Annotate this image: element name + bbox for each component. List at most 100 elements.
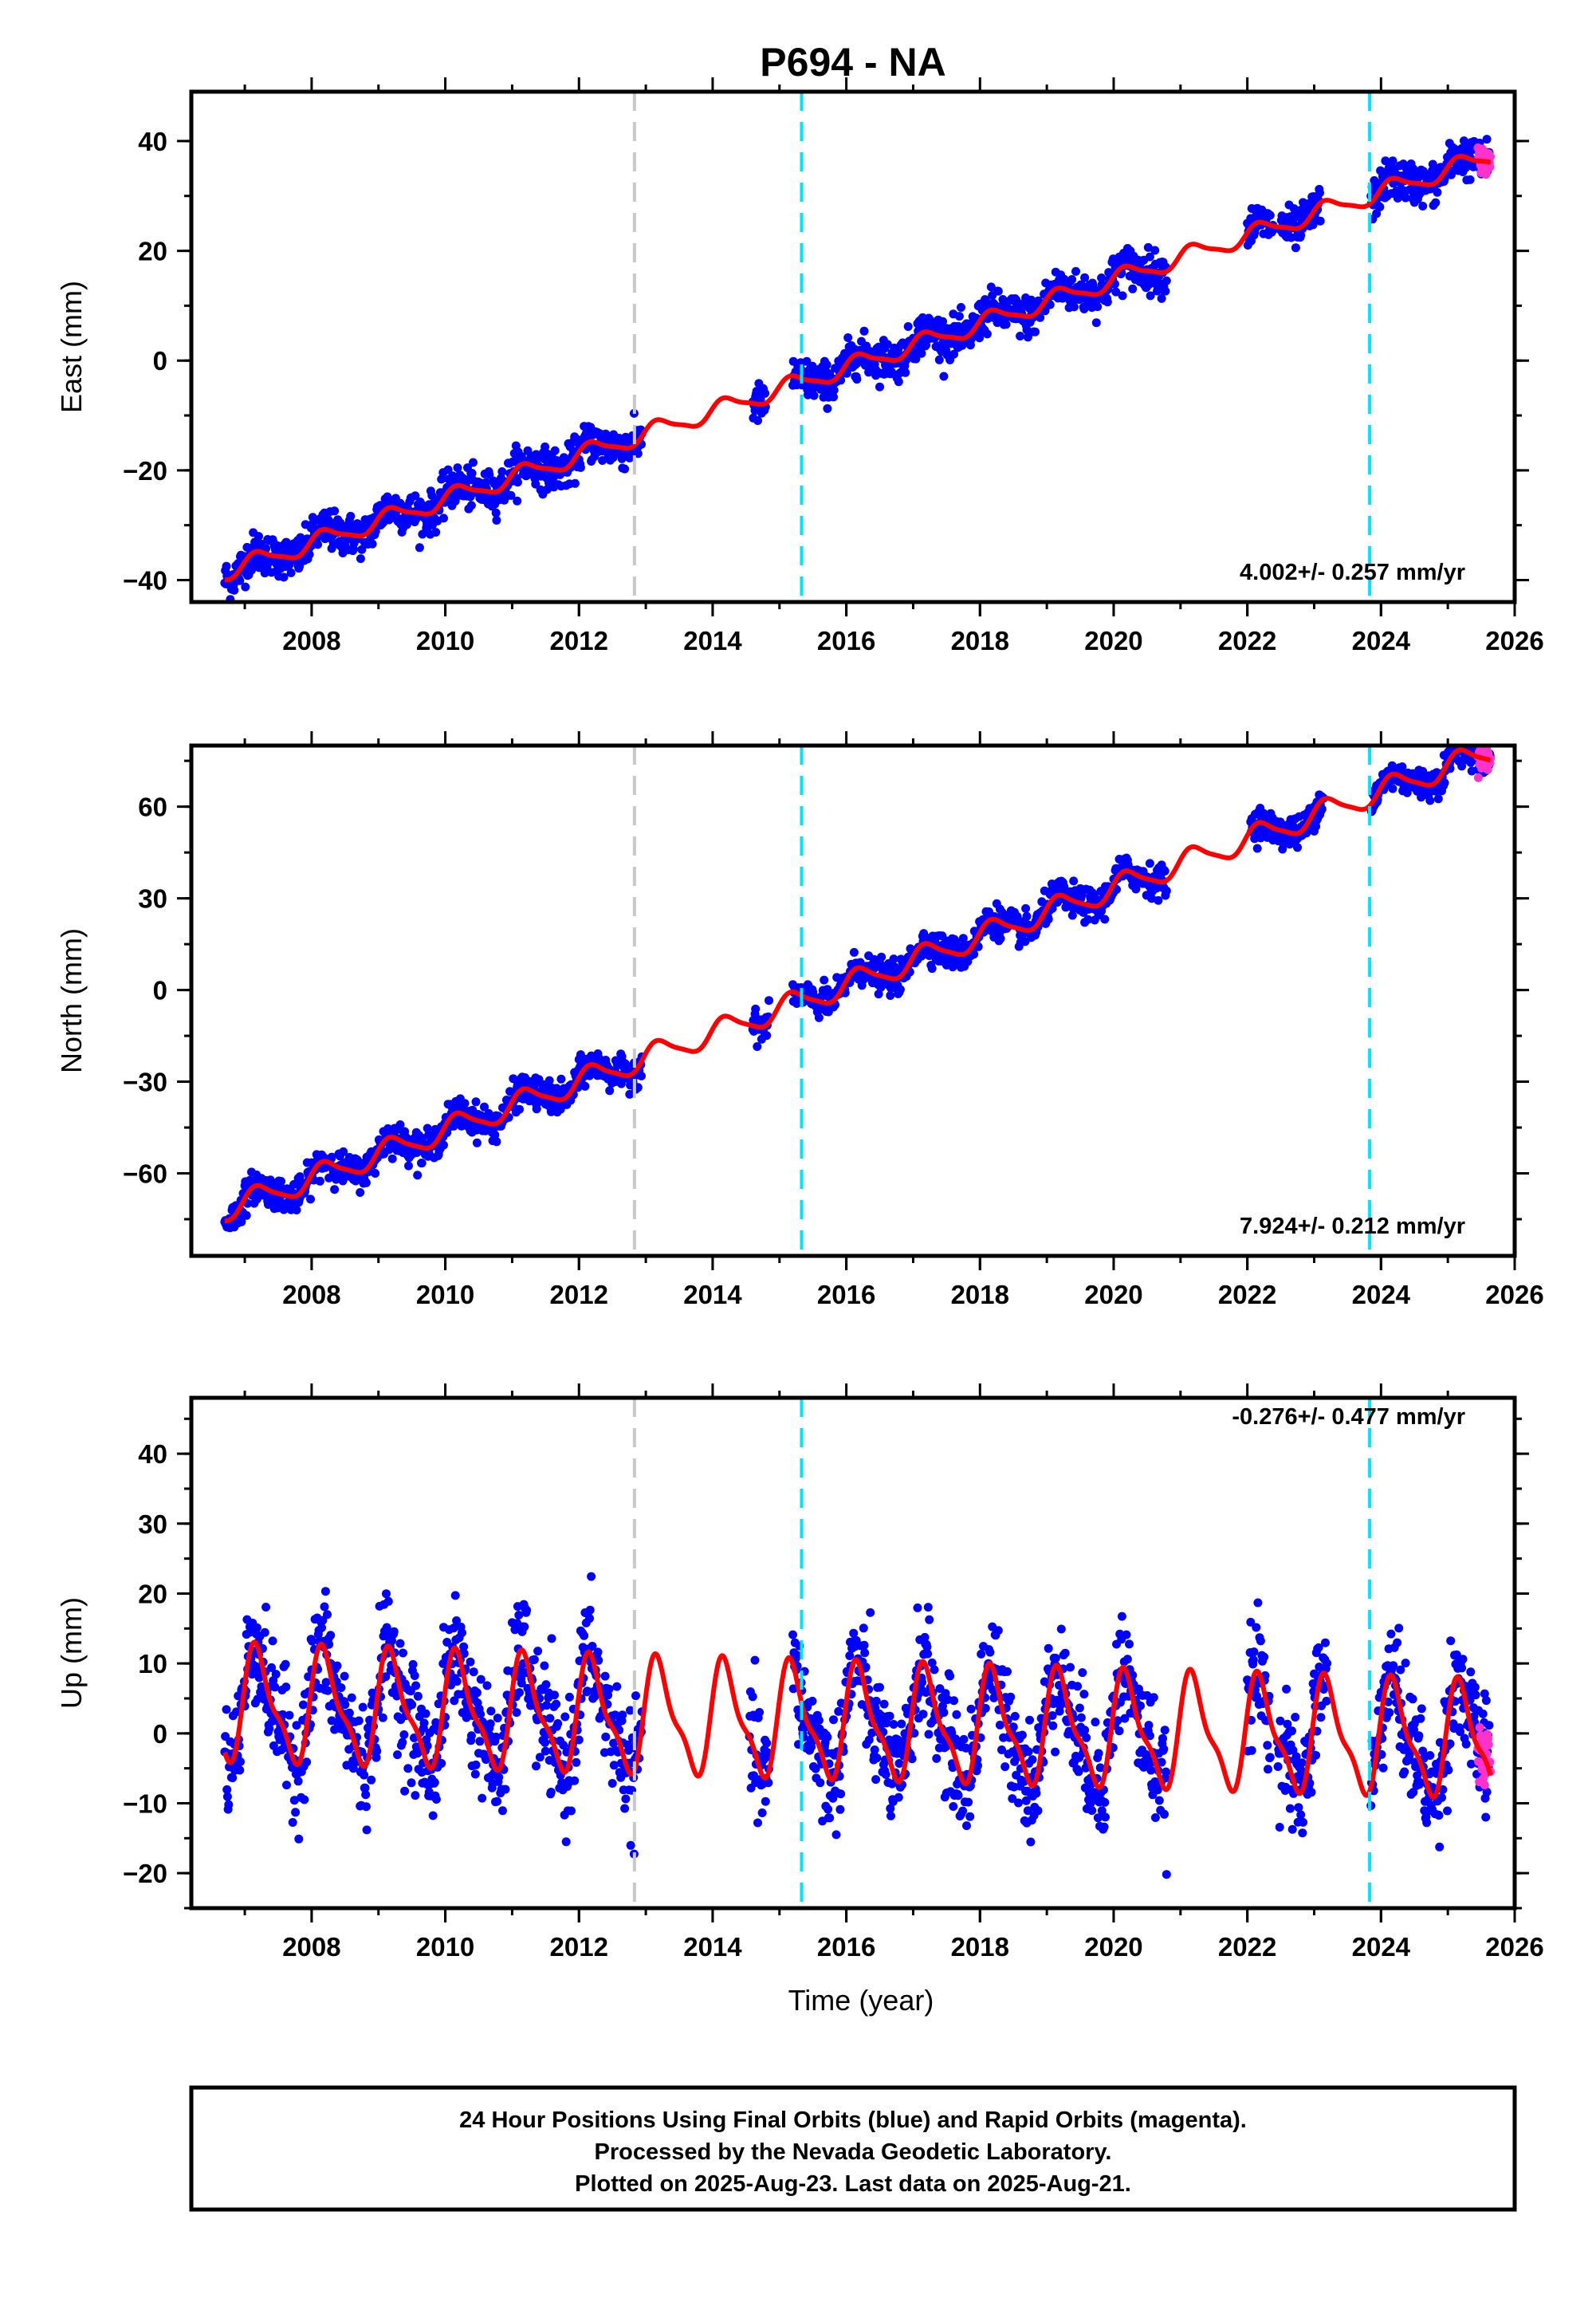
east-final-point — [883, 340, 892, 349]
east-model-fit-line — [224, 154, 1492, 583]
up-final-point — [458, 1628, 466, 1638]
up-final-point — [298, 1700, 308, 1710]
east-final-point — [975, 333, 985, 343]
up-final-point — [829, 1715, 838, 1725]
up-final-point — [939, 1708, 949, 1718]
up-final-point — [261, 1603, 271, 1612]
east-final-point — [411, 491, 420, 501]
north-final-point — [356, 1188, 365, 1197]
east-final-point — [1308, 220, 1318, 230]
east-final-point — [346, 511, 356, 521]
up-final-point — [398, 1737, 407, 1747]
east-final-point — [986, 282, 996, 292]
north-x-tick-label: 2020 — [1084, 1280, 1142, 1309]
east-final-point — [497, 467, 507, 476]
up-final-point — [930, 1665, 939, 1675]
east-final-point — [357, 545, 367, 554]
up-final-point — [601, 1732, 611, 1741]
north-final-point — [387, 1154, 397, 1163]
north-final-point — [1160, 867, 1169, 876]
up-final-point — [553, 1719, 563, 1728]
east-final-point — [1097, 274, 1107, 282]
up-final-point — [836, 1789, 846, 1799]
north-final-point — [814, 1013, 824, 1022]
east-x-tick-label: 2026 — [1485, 626, 1543, 655]
up-final-point — [593, 1647, 603, 1657]
up-final-point — [870, 1745, 879, 1754]
up-final-point — [431, 1795, 441, 1804]
east-final-point — [222, 561, 231, 571]
east-y-axis-label: East (mm) — [55, 281, 88, 413]
up-final-point — [411, 1791, 420, 1800]
north-final-point — [906, 944, 915, 954]
up-final-point — [889, 1720, 898, 1729]
figure-title: P694 - NA — [760, 40, 945, 85]
north-final-point — [1293, 843, 1302, 852]
up-final-point — [224, 1800, 234, 1809]
north-final-point — [1252, 844, 1262, 853]
up-final-point — [761, 1796, 770, 1806]
east-final-point — [615, 434, 624, 443]
up-final-point — [354, 1716, 364, 1726]
up-final-point — [885, 1711, 894, 1721]
up-final-point — [845, 1651, 855, 1660]
up-final-point — [886, 1811, 895, 1820]
up-final-point — [875, 1682, 884, 1692]
east-final-point — [1016, 332, 1025, 340]
up-final-point — [958, 1806, 968, 1816]
north-final-point — [263, 1200, 273, 1209]
up-final-point — [949, 1696, 958, 1706]
up-final-point — [580, 1631, 589, 1640]
up-final-point — [336, 1683, 346, 1692]
up-final-point — [389, 1627, 399, 1636]
north-final-point — [1440, 778, 1449, 788]
east-final-point — [852, 375, 862, 384]
up-final-point — [949, 1802, 958, 1811]
north-final-point — [404, 1161, 413, 1171]
up-final-point — [881, 1769, 890, 1779]
up-final-point — [265, 1724, 274, 1734]
north-final-point — [762, 1031, 772, 1041]
east-final-point — [1143, 242, 1153, 252]
north-final-point — [973, 942, 983, 951]
up-final-point — [894, 1793, 903, 1802]
east-y-tick-label: −20 — [123, 456, 167, 486]
east-final-point — [1093, 302, 1103, 312]
up-final-point — [757, 1808, 767, 1817]
east-plot-area — [220, 92, 1495, 602]
north-final-point — [886, 991, 895, 1000]
up-final-point — [550, 1690, 559, 1700]
east-final-point — [356, 554, 365, 564]
up-final-point — [260, 1627, 269, 1637]
east-y-tick-label: 0 — [153, 346, 167, 376]
east-final-point — [230, 585, 239, 595]
east-final-point — [1162, 276, 1171, 285]
east-final-point — [305, 549, 314, 559]
east-final-point — [1291, 243, 1300, 253]
east-final-point — [1091, 318, 1101, 328]
up-final-point — [471, 1760, 481, 1769]
up-final-point — [541, 1737, 550, 1747]
up-final-point — [494, 1773, 504, 1782]
up-final-point — [788, 1630, 797, 1639]
east-final-point — [491, 508, 501, 518]
east-final-point — [1111, 287, 1121, 297]
east-x-tick-label: 2008 — [282, 626, 340, 655]
east-final-point — [285, 560, 294, 569]
up-final-point — [407, 1778, 416, 1788]
north-x-tick-label: 2026 — [1485, 1280, 1543, 1309]
north-final-point — [327, 1152, 336, 1162]
east-final-point — [903, 322, 913, 331]
up-final-point — [607, 1779, 617, 1788]
up-final-point — [268, 1636, 277, 1646]
up-final-point — [344, 1708, 354, 1718]
east-final-point — [993, 286, 1003, 296]
east-final-point — [949, 349, 958, 359]
north-final-point — [969, 950, 979, 959]
east-final-point — [1459, 136, 1468, 146]
north-final-point — [237, 1217, 246, 1226]
east-final-orbit-points — [220, 135, 1494, 602]
north-final-point — [751, 1004, 761, 1013]
up-final-point — [932, 1753, 941, 1763]
up-final-point — [382, 1589, 391, 1599]
